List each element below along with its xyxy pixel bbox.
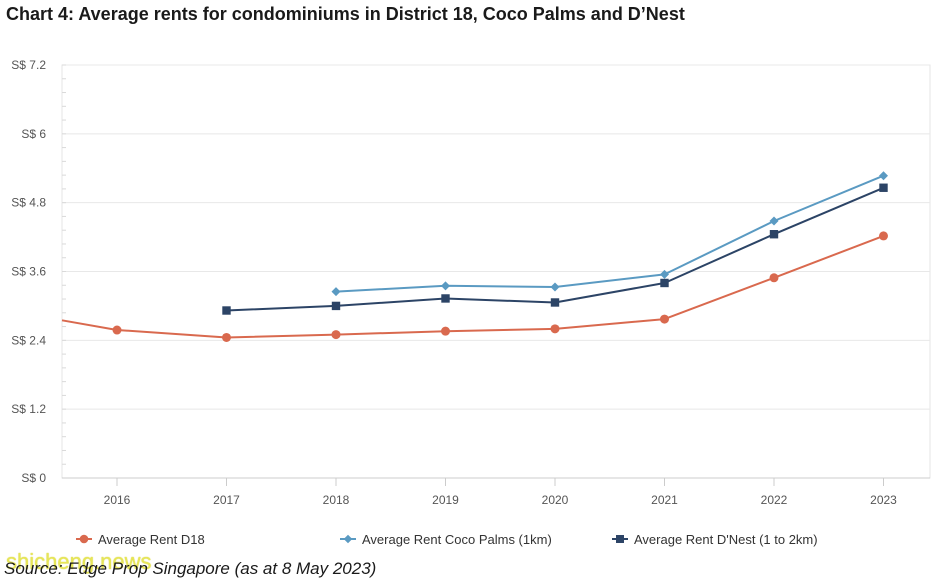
data-point (879, 171, 888, 181)
data-point (112, 325, 122, 335)
y-tick-label: S$ 1.2 (11, 402, 46, 416)
series-line (226, 186, 884, 312)
series-layer (61, 171, 888, 342)
data-point (441, 326, 450, 336)
x-tick-label: 2022 (761, 493, 788, 507)
watermark-text: shicheng.news (6, 549, 152, 574)
x-tick-label: 2017 (213, 493, 240, 507)
data-point (331, 301, 341, 311)
data-point (769, 216, 779, 226)
y-tick-label: S$ 2.4 (11, 333, 46, 347)
chart-title: Chart 4: Average rents for condominiums … (6, 4, 685, 24)
data-point (879, 231, 888, 241)
data-point (331, 287, 341, 297)
legend-marker (616, 535, 624, 543)
series-3 (222, 183, 888, 315)
data-point (550, 324, 560, 334)
data-point (441, 294, 450, 303)
y-tick-label: S$ 4.8 (11, 196, 46, 210)
legend[interactable]: Average Rent D18 Average Rent Coco Palms … (76, 532, 818, 547)
data-point (769, 230, 779, 239)
series-1 (61, 231, 888, 342)
x-tick-label: 2021 (651, 493, 678, 507)
data-point (550, 298, 560, 307)
data-point (660, 314, 669, 324)
legend-label: Average Rent Coco Palms (1km) (362, 532, 552, 547)
x-tick-label: 2020 (542, 493, 569, 507)
legend-item-1[interactable]: Average Rent D18 (76, 532, 205, 547)
data-point (879, 183, 888, 192)
y-tick-label: S$ 6 (21, 127, 46, 141)
x-tick-label: 2016 (104, 493, 131, 507)
data-point (660, 278, 669, 288)
x-tick-label: 2019 (432, 493, 459, 507)
data-point (331, 330, 341, 340)
y-tick-label: S$ 7.2 (11, 58, 46, 72)
y-tick-label: S$ 0 (21, 471, 46, 485)
data-point (222, 306, 231, 315)
legend-marker (343, 534, 353, 544)
data-point (222, 332, 231, 342)
legend-marker (79, 534, 89, 544)
legend-item-2[interactable]: Average Rent Coco Palms (1km) (340, 532, 552, 547)
y-axis: S$ 0 S$ 1.2 S$ 2.4 S$ 3.6 S$ 4.8 S$ 6 S$ 7.2 (11, 58, 66, 485)
series-line (335, 174, 884, 293)
source-note: Source: Edge Prop Singapore (as at 8 May… (4, 559, 377, 578)
series-2 (331, 171, 888, 297)
legend-label: Average Rent D'Nest (1 to 2km) (634, 532, 818, 547)
x-tick-label: 2023 (870, 493, 897, 507)
x-axis: 2016 2017 2018 2019 2020 2021 2022 2023 (62, 477, 930, 507)
gridlines (61, 64, 931, 479)
data-point (660, 269, 669, 279)
data-point (441, 281, 450, 291)
data-point (550, 282, 560, 292)
legend-label: Average Rent D18 (98, 532, 205, 547)
legend-item-3[interactable]: Average Rent D'Nest (1 to 2km) (612, 532, 818, 547)
x-tick-label: 2018 (323, 493, 350, 507)
data-point (769, 273, 779, 283)
y-tick-label: S$ 3.6 (11, 265, 46, 279)
